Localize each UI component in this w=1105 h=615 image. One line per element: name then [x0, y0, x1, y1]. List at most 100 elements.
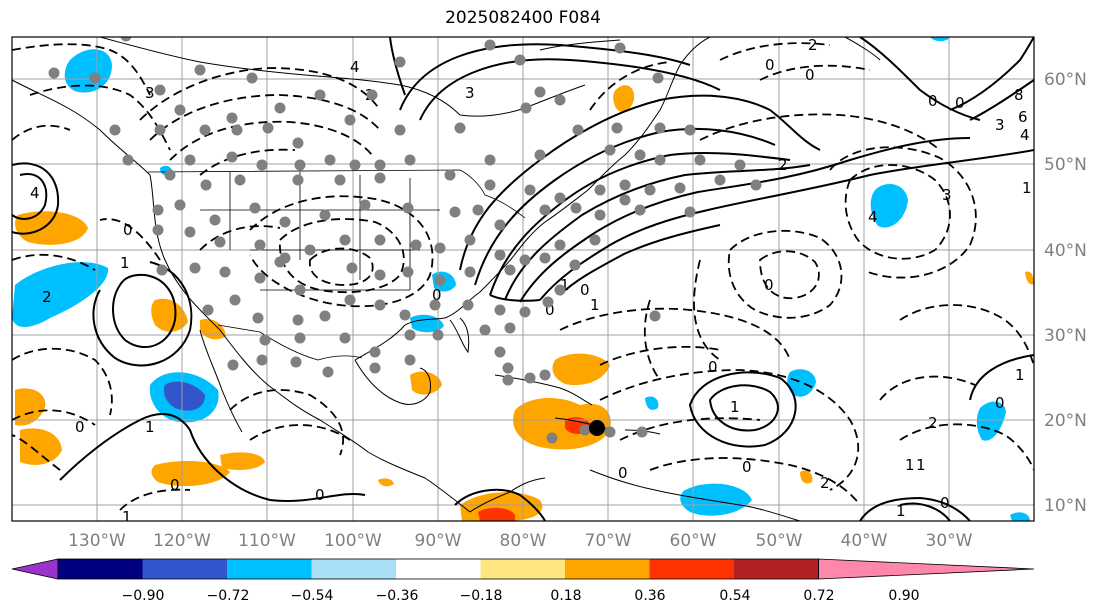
- station-marker: [519, 306, 531, 318]
- station-marker: [262, 122, 274, 134]
- contour-label: 1: [120, 254, 130, 272]
- station-marker: [152, 204, 164, 216]
- colorbar-label: 0.54: [719, 588, 750, 604]
- station-marker: [154, 84, 166, 96]
- contour-label: 0: [618, 464, 628, 482]
- lat-label-20n: 20°N: [1044, 411, 1087, 431]
- lat-label-30n: 30°N: [1044, 326, 1087, 346]
- station-marker: [200, 179, 212, 191]
- station-marker: [479, 324, 491, 336]
- station-marker: [334, 174, 346, 186]
- contour-label: 1: [1015, 366, 1025, 384]
- station-marker: [226, 112, 238, 124]
- station-marker: [554, 239, 566, 251]
- contour-label: 0: [955, 94, 965, 112]
- station-marker: [654, 122, 666, 134]
- station-marker: [374, 299, 386, 311]
- station-marker: [292, 174, 304, 186]
- contour-label: 2: [928, 414, 938, 432]
- lon-label-50w: 50°W: [756, 531, 803, 551]
- station-marker: [322, 366, 334, 378]
- station-marker: [344, 114, 356, 126]
- station-marker: [654, 154, 666, 166]
- dashed-contours: [12, 42, 1034, 511]
- contour-label: 1: [896, 502, 906, 520]
- station-marker: [539, 204, 551, 216]
- station-marker: [410, 239, 422, 251]
- station-marker: [214, 236, 226, 248]
- contour-label: 0: [764, 276, 774, 294]
- colorbar-label: 0.18: [550, 588, 581, 604]
- station-marker: [520, 102, 532, 114]
- coastlines: [12, 37, 881, 521]
- map-panel: 0 1 2 3 4 0 1 0 1 0 4 3 2 0 0 2 2 1 0 1 …: [12, 36, 1034, 526]
- contour-label: 1: [916, 456, 926, 474]
- station-marker: [89, 72, 101, 84]
- colorbar-label: 0.90: [888, 588, 919, 604]
- colorbar-label: −0.18: [460, 588, 503, 604]
- station-marker: [449, 206, 461, 218]
- station-marker: [434, 274, 446, 286]
- colorbar-extend-min: [11, 558, 59, 580]
- colorbar-extend-max: [818, 558, 1035, 580]
- station-marker: [432, 329, 444, 341]
- station-marker: [539, 252, 551, 264]
- station-marker: [519, 254, 531, 266]
- station-marker: [256, 354, 268, 366]
- contour-label: 3: [465, 84, 475, 102]
- station-marker: [649, 310, 661, 322]
- lon-label-60w: 60°W: [670, 531, 717, 551]
- contour-label: 0: [75, 418, 85, 436]
- station-marker: [256, 159, 268, 171]
- station-marker: [227, 359, 239, 371]
- station-marker: [614, 42, 626, 54]
- station-marker: [404, 354, 416, 366]
- contour-label: 1: [905, 456, 915, 474]
- station-marker: [402, 202, 414, 214]
- lon-label-110w: 110°W: [238, 531, 296, 551]
- contour-label: 0: [995, 394, 1005, 412]
- contour-label: 4: [868, 208, 878, 226]
- station-marker: [249, 202, 261, 214]
- colorbar-segment: [734, 559, 819, 579]
- lat-label-60n: 60°N: [1044, 70, 1087, 90]
- station-marker: [634, 204, 646, 216]
- station-marker: [514, 54, 526, 66]
- station-marker: [174, 104, 186, 116]
- lat-label-40n: 40°N: [1044, 241, 1087, 261]
- contour-label: 1: [122, 508, 132, 526]
- station-marker: [294, 284, 306, 296]
- station-marker: [684, 206, 696, 218]
- station-marker: [472, 204, 484, 216]
- station-marker: [579, 424, 591, 436]
- contour-label: 0: [928, 92, 938, 110]
- station-marker: [404, 154, 416, 166]
- contour-label: 2: [808, 36, 818, 54]
- contour-label: 0: [123, 221, 133, 239]
- station-marker: [636, 426, 648, 438]
- station-marker: [374, 269, 386, 281]
- station-marker: [184, 154, 196, 166]
- contour-label: 2: [778, 156, 788, 174]
- station-marker: [524, 372, 536, 384]
- station-marker: [604, 426, 616, 438]
- station-marker: [154, 124, 166, 136]
- contour-label: 2: [42, 288, 52, 306]
- station-marker: [274, 102, 286, 114]
- station-marker: [652, 72, 664, 84]
- station-marker: [339, 234, 351, 246]
- contour-label: 0: [940, 494, 950, 512]
- station-marker: [226, 151, 238, 163]
- contour-label: 8: [1014, 86, 1024, 104]
- contour-label: 1: [560, 276, 570, 294]
- station-marker: [344, 294, 356, 306]
- station-marker: [504, 264, 516, 276]
- station-marker: [524, 184, 536, 196]
- station-marker: [194, 64, 206, 76]
- contour-label: 0: [170, 476, 180, 494]
- station-marker: [539, 369, 551, 381]
- station-marker: [494, 304, 506, 316]
- station-marker: [254, 272, 266, 284]
- station-marker: [374, 159, 386, 171]
- station-marker: [279, 216, 291, 228]
